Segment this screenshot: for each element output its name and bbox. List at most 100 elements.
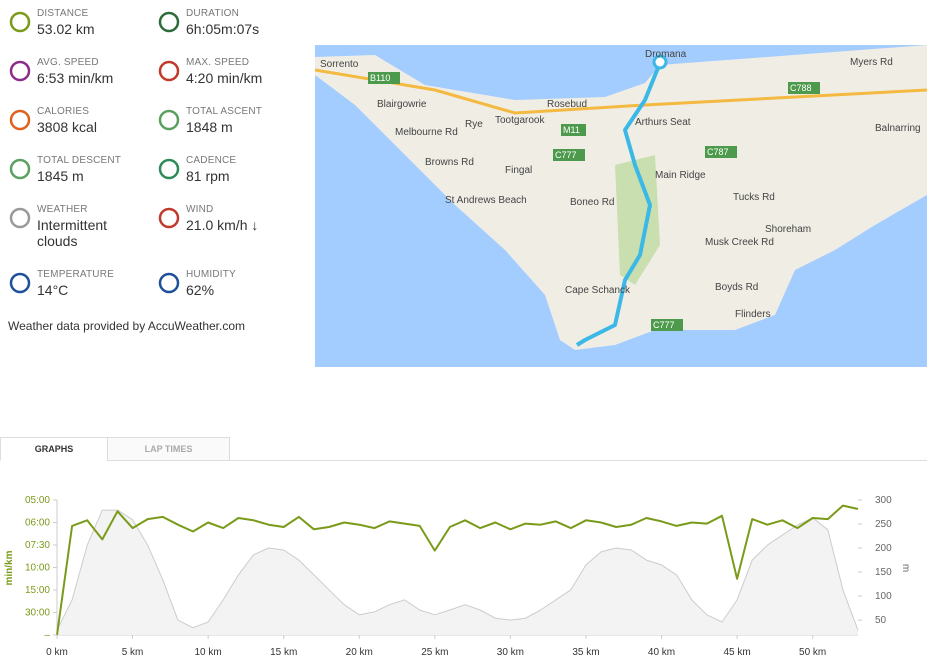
stat-value: 6h:05m:07s bbox=[186, 21, 260, 37]
road-badge bbox=[651, 319, 683, 331]
stat-icon bbox=[8, 108, 32, 132]
y-tick-label: 30:00 bbox=[25, 608, 50, 619]
stat-value: 53.02 km bbox=[37, 21, 95, 37]
stat-value: Intermittent clouds bbox=[37, 217, 108, 249]
place-label: Sorrento bbox=[320, 59, 359, 70]
y-tick-label: 15:00 bbox=[25, 585, 50, 596]
place-label: Shoreham bbox=[765, 224, 811, 235]
chart: min/km m 05:00 06:00 07:30 10:00 15:00 30:00 –… bbox=[4, 495, 911, 658]
icon bbox=[158, 109, 180, 131]
icon bbox=[9, 60, 31, 82]
stat-icon bbox=[8, 157, 32, 181]
road-number: C788 bbox=[790, 83, 812, 93]
elevation-line bbox=[56, 509, 859, 631]
stat-icon bbox=[8, 271, 32, 295]
stat-value: 1848 m bbox=[186, 119, 233, 135]
icon bbox=[9, 207, 31, 229]
icon bbox=[158, 11, 180, 33]
y2-tick-label: 250 bbox=[875, 519, 892, 530]
place-label: Myers Rd bbox=[850, 57, 893, 68]
road-number: B110 bbox=[370, 73, 390, 83]
y-axis-label: min/km bbox=[4, 550, 15, 585]
stat-icon bbox=[157, 10, 181, 34]
stat-icon bbox=[157, 271, 181, 295]
place-label: Melbourne Rd bbox=[395, 127, 458, 138]
place-label: Cape Schanck bbox=[565, 285, 631, 296]
place-label: Tootgarook bbox=[495, 115, 545, 126]
icon bbox=[9, 158, 31, 180]
x-tick-label: 35 km bbox=[572, 647, 599, 658]
map-labels: Sorrento Dromana Blairgowrie Rye TootgarookR… bbox=[320, 49, 921, 331]
icon bbox=[9, 11, 31, 33]
x-tick-label: 40 km bbox=[648, 647, 675, 658]
stat-value: 21.0 km/h ↓ bbox=[186, 217, 259, 233]
road-badge bbox=[705, 146, 737, 158]
x-tick-label: 30 km bbox=[497, 647, 524, 658]
place-label: Main Ridge bbox=[655, 170, 706, 181]
stat-icon bbox=[157, 206, 181, 230]
icon bbox=[158, 158, 180, 180]
map: Sorrento Dromana Blairgowrie Rye TootgarookR… bbox=[315, 45, 927, 367]
place-label: Fingal bbox=[505, 165, 532, 176]
stat: WIND 21.0 km/h ↓ bbox=[186, 204, 316, 233]
tab[interactable]: LAP TIMES bbox=[107, 437, 230, 461]
stat: MAX. SPEED 4:20 min/km bbox=[186, 57, 316, 86]
road-badge bbox=[368, 72, 400, 84]
place-label: Tucks Rd bbox=[733, 192, 775, 203]
y-tick-label: 07:30 bbox=[25, 540, 50, 551]
pace-line bbox=[56, 504, 859, 636]
icon bbox=[9, 109, 31, 131]
place-label: Dromana bbox=[645, 49, 687, 60]
park bbox=[615, 155, 660, 285]
y2-tick-label: 300 bbox=[875, 495, 892, 506]
place-label: Rosebud bbox=[547, 99, 587, 110]
stat-icon bbox=[8, 206, 32, 230]
x-tick-label: 15 km bbox=[270, 647, 297, 658]
stat-label: HUMIDITY bbox=[186, 269, 236, 280]
place-label: Browns Rd bbox=[425, 157, 474, 168]
stat: TEMPERATURE 14°C bbox=[37, 269, 167, 298]
start-marker bbox=[652, 54, 668, 70]
x-tick-label: 50 km bbox=[799, 647, 826, 658]
y-tick-label: 06:00 bbox=[25, 518, 50, 529]
road-number: C777 bbox=[653, 320, 675, 330]
stat-icon bbox=[157, 108, 181, 132]
icon bbox=[9, 272, 31, 294]
x-tick-label: 45 km bbox=[723, 647, 750, 658]
stat-label: TEMPERATURE bbox=[37, 269, 115, 280]
stat-label: DISTANCE bbox=[37, 8, 89, 19]
place-label: Boyds Rd bbox=[715, 282, 758, 293]
stat-label: TOTAL ASCENT bbox=[186, 106, 263, 117]
x-tick-label: 0 km bbox=[46, 647, 68, 658]
place-label: St Andrews Beach bbox=[445, 195, 527, 206]
tab[interactable]: GRAPHS bbox=[0, 437, 108, 461]
stat-value: 14°C bbox=[37, 282, 69, 298]
stat-value: 4:20 min/km bbox=[186, 70, 263, 86]
x-tick-label: 20 km bbox=[346, 647, 373, 658]
place-label: Rye bbox=[465, 119, 483, 130]
stat: CADENCE 81 rpm bbox=[186, 155, 316, 184]
road-number: C787 bbox=[707, 147, 729, 157]
place-label: Blairgowrie bbox=[377, 99, 427, 110]
icon bbox=[158, 60, 180, 82]
road-badge bbox=[788, 82, 820, 94]
icon bbox=[158, 207, 180, 229]
x-tick-label: 25 km bbox=[421, 647, 448, 658]
road-badge bbox=[561, 124, 586, 136]
stat-icon bbox=[8, 10, 32, 34]
elevation-area bbox=[57, 510, 858, 635]
y2-tick-label: 200 bbox=[875, 543, 892, 554]
road-number: M11 bbox=[563, 125, 580, 135]
stat: DURATION 6h:05m:07s bbox=[186, 8, 316, 37]
stat-label: MAX. SPEED bbox=[186, 57, 250, 68]
stat-label: DURATION bbox=[186, 8, 240, 19]
weather-source: Weather data provided by AccuWeather.com bbox=[8, 319, 246, 333]
road-number: C777 bbox=[555, 150, 577, 160]
tabs: GRAPHS LAP TIMES bbox=[0, 437, 927, 461]
stat-value: 62% bbox=[186, 282, 215, 298]
place-label: Balnarring bbox=[875, 123, 921, 134]
stat: TOTAL DESCENT 1845 m bbox=[37, 155, 167, 184]
y-tick-label: 05:00 bbox=[25, 495, 50, 506]
stat: CALORIES 3808 kcal bbox=[37, 106, 167, 135]
